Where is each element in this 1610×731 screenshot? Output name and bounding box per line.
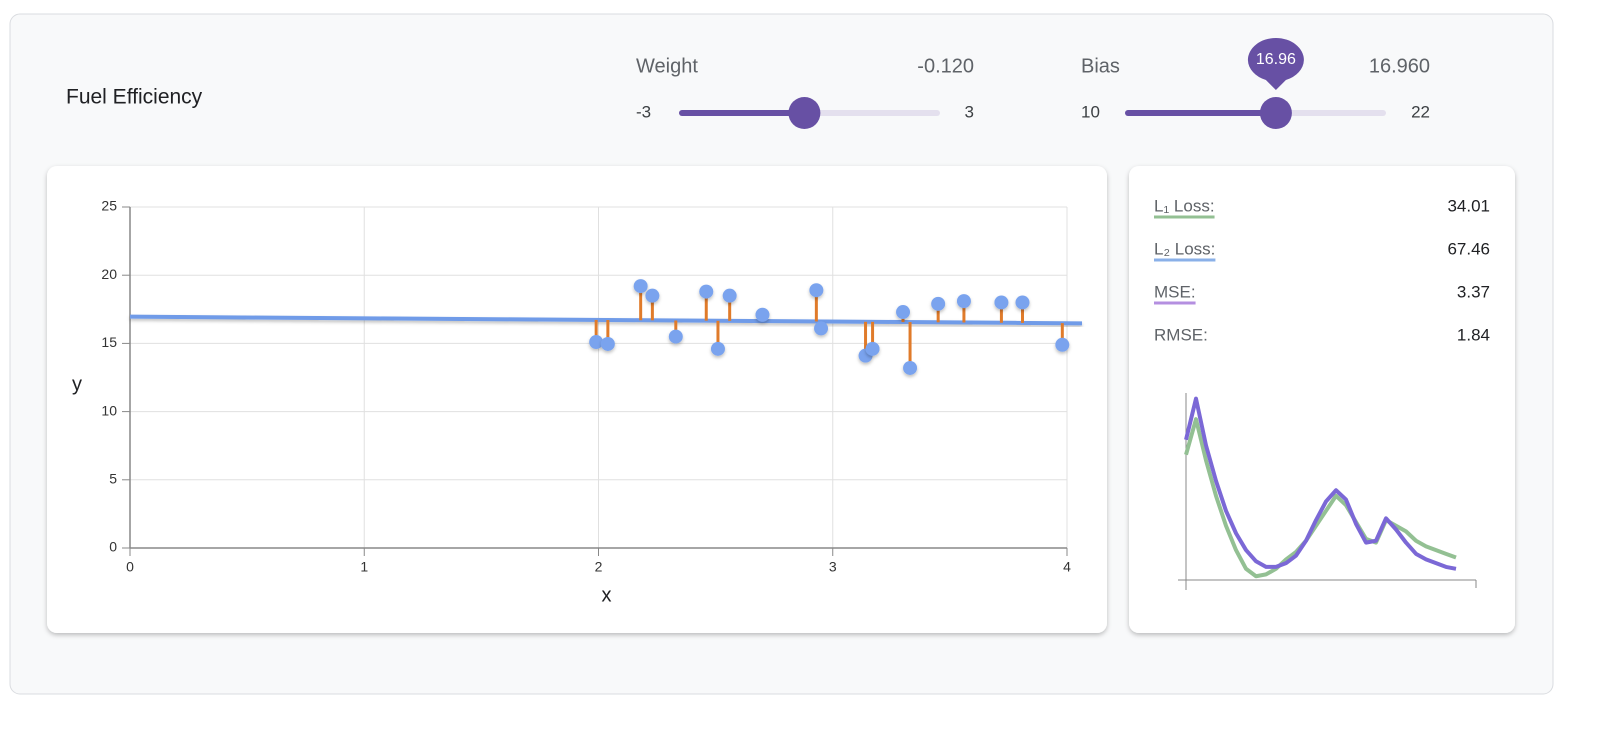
data-point	[809, 283, 824, 298]
y-tick-label: 25	[101, 198, 117, 214]
data-point	[755, 307, 770, 322]
data-point	[699, 284, 714, 299]
slider-max: 22	[1411, 102, 1430, 121]
data-point	[994, 295, 1009, 310]
slider-tooltip	[1247, 38, 1304, 90]
loss-value: 3.37	[1457, 282, 1490, 301]
slider-tooltip-text: 16.96	[1256, 51, 1296, 68]
slider-label: Bias	[1081, 55, 1120, 77]
y-axis-label: y	[72, 373, 82, 395]
data-point	[865, 341, 880, 356]
data-point	[600, 336, 615, 351]
x-tick-label: 4	[1063, 559, 1071, 575]
slider-label: Weight	[636, 55, 698, 77]
y-tick-label: 10	[101, 402, 117, 418]
slider-max: 3	[965, 102, 974, 121]
x-tick-label: 1	[360, 559, 368, 575]
slider-thumb[interactable]	[1259, 97, 1292, 129]
y-tick-label: 15	[101, 334, 117, 350]
data-point	[722, 288, 737, 303]
x-axis-label: x	[602, 584, 612, 606]
x-tick-label: 2	[595, 559, 603, 575]
loss-label: L₂ Loss:	[1154, 239, 1215, 258]
y-tick-label: 0	[109, 539, 117, 555]
chart-card	[47, 166, 1107, 633]
slider-value: -0.120	[917, 55, 974, 77]
loss-curve	[1184, 396, 1457, 571]
y-tick-label: 5	[109, 471, 117, 487]
loss-label: RMSE:	[1154, 325, 1208, 344]
slider-thumb[interactable]	[788, 97, 821, 129]
loss-curve	[1184, 417, 1457, 579]
data-point	[814, 321, 829, 336]
regression-line	[129, 314, 1083, 326]
loss-card	[1129, 166, 1515, 633]
loss-label: L₁ Loss:	[1154, 196, 1215, 215]
x-tick-label: 3	[829, 559, 837, 575]
title: Fuel Efficiency	[66, 86, 203, 109]
data-point	[956, 294, 971, 309]
slider-min: -3	[636, 102, 651, 121]
data-point	[645, 288, 660, 303]
data-point	[903, 360, 918, 375]
loss-value: 67.46	[1447, 239, 1490, 258]
data-point	[896, 305, 911, 320]
data-point	[633, 279, 648, 294]
slider-value: 16.960	[1369, 55, 1430, 77]
data-point	[1015, 295, 1030, 310]
loss-value: 34.01	[1447, 196, 1490, 215]
data-point	[710, 341, 725, 356]
loss-value: 1.84	[1457, 325, 1490, 344]
data-point	[589, 335, 604, 350]
x-tick-label: 0	[126, 559, 134, 575]
data-point	[668, 329, 683, 344]
slider-min: 10	[1081, 102, 1100, 121]
data-point	[1055, 337, 1070, 352]
loss-label: MSE:	[1154, 282, 1196, 301]
data-point	[931, 296, 946, 311]
y-tick-label: 20	[101, 266, 117, 282]
